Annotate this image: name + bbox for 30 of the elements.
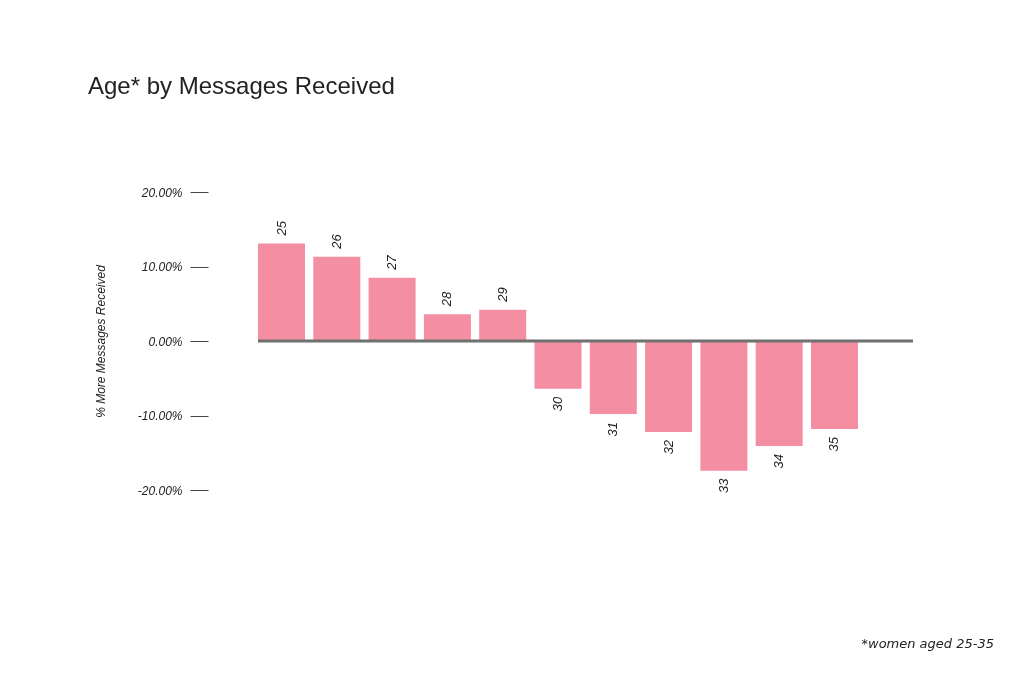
y-tick-label: 20.00% — [140, 185, 183, 200]
x-tick-label: 30 — [550, 395, 565, 412]
text: *women aged 25-35 — [861, 636, 994, 651]
y-axis-title: % More Messages Received — [93, 264, 108, 418]
chart-title: Age* by Messages Received — [88, 72, 395, 99]
bar — [755, 341, 803, 447]
bar — [423, 314, 471, 341]
x-tick-label: 26 — [328, 233, 344, 250]
x-tick-label: 33 — [715, 477, 731, 494]
bar — [368, 277, 416, 341]
x-tick-label: 31 — [605, 422, 621, 437]
x-tick-label: 34 — [771, 454, 787, 469]
y-tick-label: 0.00% — [148, 334, 183, 349]
x-tick-label: 35 — [826, 436, 842, 452]
y-tick-label: 10.00% — [141, 260, 183, 274]
x-tick-label: 27 — [384, 254, 400, 271]
bar — [589, 341, 637, 415]
bar — [811, 341, 858, 429]
bar — [313, 256, 361, 341]
bar — [700, 341, 748, 471]
y-tick-label: -10.00% — [137, 409, 183, 423]
x-tick-label: 32 — [660, 439, 676, 455]
y-tick-label: -20.00% — [137, 483, 183, 498]
x-tick-label: 25 — [273, 220, 289, 237]
x-tick-label: 28 — [439, 290, 455, 308]
bar — [645, 341, 693, 432]
bar — [534, 341, 582, 389]
bar — [258, 243, 305, 341]
bar — [479, 309, 527, 341]
x-tick-label: 29 — [494, 287, 510, 303]
